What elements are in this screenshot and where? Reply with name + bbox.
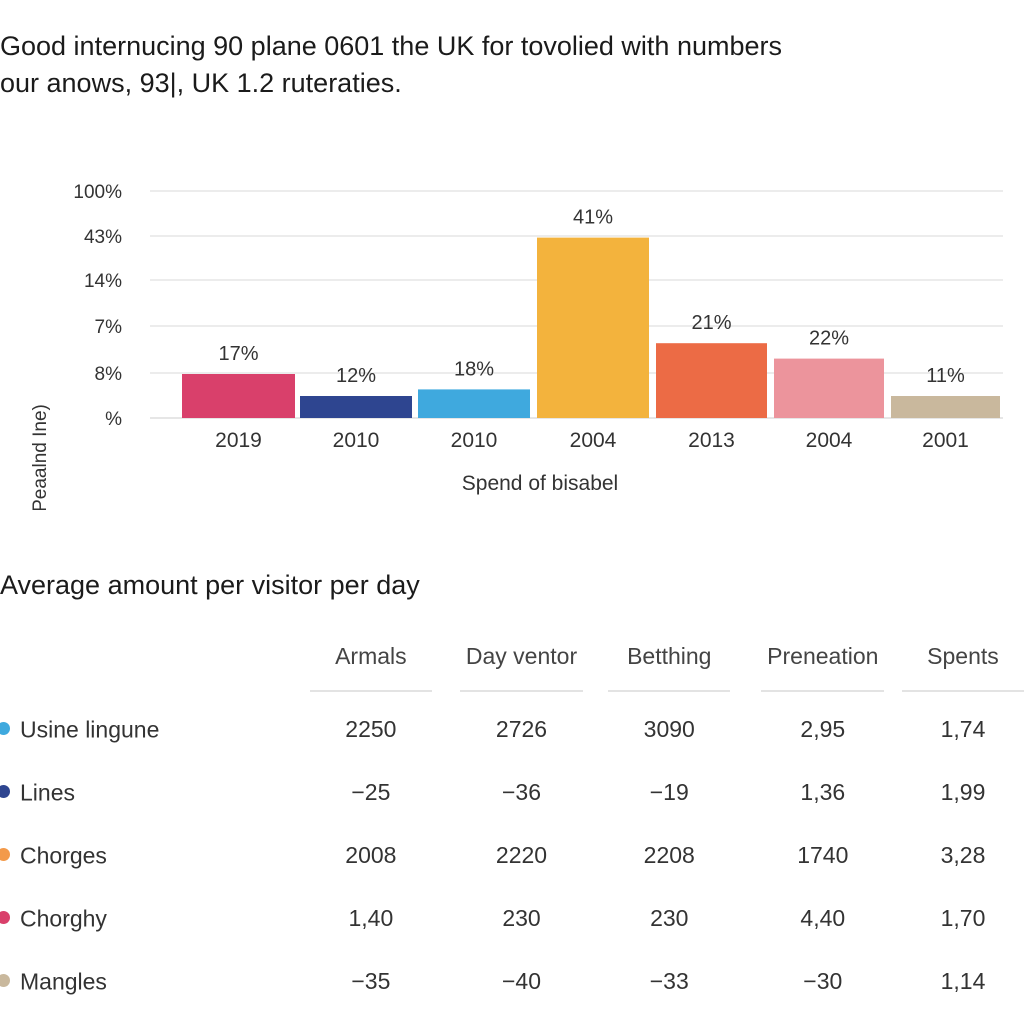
legend-dot-icon [0, 910, 10, 924]
page-title: Good internucing 90 plane 0601 the UK fo… [0, 28, 1010, 102]
x-tick-label: 2010 [451, 429, 498, 452]
table-cell: −25 [351, 779, 391, 805]
x-tick-label: 2004 [570, 429, 617, 452]
y-tick-label: 8% [95, 364, 123, 385]
table-row: Usine lingune 2250 2726 3090 2,95 1,74 [0, 698, 1024, 761]
table-cell: 3,28 [940, 842, 986, 868]
bar [418, 389, 530, 418]
legend-dot-icon [0, 721, 10, 735]
table-cell: 2008 [345, 842, 397, 868]
row-label: Chorghy [20, 905, 107, 932]
data-label: 41% [573, 207, 613, 229]
x-axis-label: Spend of bisabel [462, 472, 618, 495]
bar [656, 343, 767, 418]
table-header-row: Armals Day ventor Betthing Preneation Sp… [0, 636, 1024, 698]
y-tick-label: 14% [84, 271, 122, 292]
table-row: Lines −25 −36 −19 1,36 1,99 [0, 761, 1024, 824]
data-label: 17% [218, 343, 258, 365]
legend-dot-icon [0, 973, 10, 987]
bar [774, 358, 884, 418]
table-row: Mangles −35 −40 −33 −30 1,14 [0, 950, 1024, 1013]
table-cell: 2726 [495, 716, 548, 742]
row-label: Mangles [20, 968, 107, 995]
table-cell: 2,95 [800, 716, 846, 742]
table-row: Chorghy 1,40 230 230 4,40 1,70 [0, 887, 1024, 950]
x-tick-label: 2004 [806, 429, 853, 452]
y-axis-label: Peaalnd Ine) [30, 404, 51, 510]
row-label: Lines [20, 779, 75, 806]
table-row: Chorges 2008 2220 2208 1740 3,28 [0, 824, 1024, 887]
y-tick-label: % [105, 409, 122, 430]
data-label: 12% [336, 365, 376, 387]
column-header: Spents [901, 636, 1024, 698]
bar [891, 396, 1000, 418]
table-cell: 1,40 [348, 905, 394, 931]
header-empty [0, 636, 294, 698]
bar [537, 237, 649, 418]
table-cell: −36 [501, 779, 541, 805]
title-line-1: Good internucing 90 plane 0601 the UK fo… [0, 31, 782, 61]
data-table: Armals Day ventor Betthing Preneation Sp… [0, 636, 1024, 1013]
table-cell: 1,99 [940, 779, 986, 805]
table-cell: 2208 [643, 842, 695, 868]
table-cell: −30 [803, 968, 843, 994]
column-header: Preneation [744, 636, 902, 698]
table-cell: 4,40 [800, 905, 846, 931]
row-label-cell: Mangles [0, 950, 294, 1013]
table-cell: 1,36 [800, 779, 846, 805]
table-cell: 1740 [797, 842, 849, 868]
x-tick-label: 2013 [688, 429, 735, 452]
y-tick-label: 7% [95, 317, 123, 338]
y-tick-label: 43% [84, 227, 122, 248]
legend-dot-icon [0, 847, 10, 861]
column-header: Armals [294, 636, 448, 698]
row-label: Usine lingune [20, 716, 160, 743]
table-cell: 2220 [495, 842, 548, 868]
x-tick-label: 2019 [215, 429, 262, 452]
x-tick-label: 2010 [333, 429, 380, 452]
table-cell: 1,70 [940, 905, 986, 931]
table-cell: −40 [501, 968, 541, 994]
bar-chart: 17% 12% 18% 41% 21% 22% 11% 100% 43% 14% 7% 8%% 20… [30, 182, 1003, 510]
legend-dot-icon [0, 784, 10, 798]
table-cell: 230 [502, 905, 541, 931]
table-cell: −35 [351, 968, 391, 994]
table-title: Average amount per visitor per day [0, 570, 420, 600]
data-label: 11% [926, 365, 965, 387]
data-label: 21% [691, 312, 731, 334]
row-label-cell: Chorghy [0, 887, 294, 950]
y-tick-label: 100% [73, 182, 122, 203]
column-header: Day ventor [448, 636, 595, 698]
table-cell: 230 [650, 905, 689, 931]
table-cell: −19 [649, 779, 689, 805]
table-cell: −33 [649, 968, 689, 994]
row-label-cell: Chorges [0, 824, 294, 887]
title-line-2: our anows, 93|, UK 1.2 ruteraties. [0, 68, 402, 98]
table-cell: 2250 [345, 716, 397, 742]
column-header: Betthing [595, 636, 744, 698]
row-label-cell: Usine lingune [0, 698, 294, 761]
data-label: 22% [809, 328, 849, 350]
bar [182, 374, 295, 418]
table-cell: 1,14 [940, 968, 986, 994]
x-tick-label: 2001 [922, 429, 969, 452]
data-label: 18% [454, 358, 494, 380]
row-label-cell: Lines [0, 761, 294, 824]
table-cell: 1,74 [940, 716, 986, 742]
table-cell: 3090 [643, 716, 695, 742]
row-label: Chorges [20, 842, 107, 869]
bar [300, 396, 412, 418]
